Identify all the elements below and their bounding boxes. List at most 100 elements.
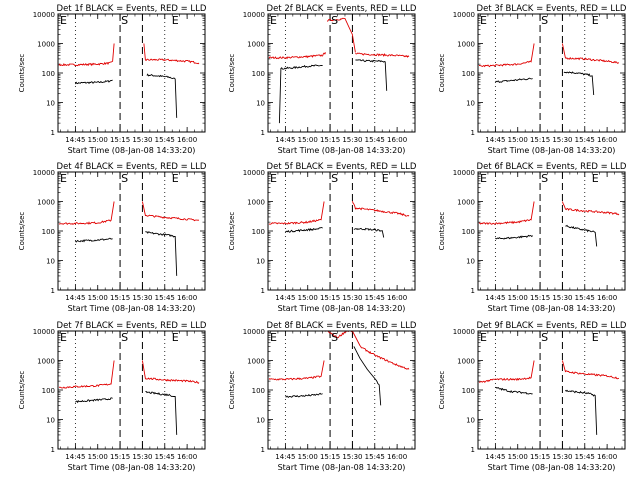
panel-7-y-tick-label: 10	[46, 417, 55, 425]
panel-3-y-tick-label: 10	[466, 100, 475, 108]
panel-8-x-axis-label: Start Time (08-Jan-08 14:33:20)	[278, 463, 406, 472]
panel-4-events-series-line	[145, 231, 178, 276]
panel-1-x-axis-label: Start Time (08-Jan-08 14:33:20)	[68, 146, 196, 155]
panel-8-x-tick-label: 15:00	[298, 453, 318, 461]
panel-6-y-axis-label: Counts/sec	[438, 212, 446, 251]
panel-5-y-tick-label: 1	[261, 287, 265, 295]
panel-3: Det 3f BLACK = Events, RED = LLD Start Ti…	[438, 4, 627, 155]
panel-4-annotation-e: E	[172, 172, 179, 185]
panel-6-annotation-e: E	[592, 172, 599, 185]
panel-1-y-tick-label: 100	[42, 70, 55, 78]
panel-6-x-tick-label: 16:00	[597, 294, 617, 302]
panel-5-lld-series-line	[351, 201, 410, 217]
panel-5-annotation-e: E	[270, 172, 277, 185]
panel-3-x-tick-label: 16:00	[597, 136, 617, 144]
panel-6-y-tick-label: 1	[471, 287, 475, 295]
panel-1-lld-series-line	[58, 43, 115, 67]
panel-1-annotation-s: S	[121, 14, 128, 27]
panel-1-x-tick-label: 14:45	[65, 136, 85, 144]
panel-6-events-series-line	[495, 234, 533, 240]
panel-1-x-tick-label: 15:45	[155, 136, 175, 144]
panel-6-y-tick-label: 100	[462, 228, 475, 236]
panel-9-y-tick-label: 10000	[453, 328, 475, 336]
panel-9: Det 9f BLACK = Events, RED = LLD Start Ti…	[438, 321, 627, 472]
panel-2-y-tick-label: 100	[252, 70, 265, 78]
panel-4-title: Det 4f BLACK = Events, RED = LLD	[57, 162, 207, 172]
panel-3-x-tick-label: 14:45	[485, 136, 505, 144]
panel-5-x-axis-label: Start Time (08-Jan-08 14:33:20)	[278, 304, 406, 313]
panel-5-y-tick-label: 1000	[247, 199, 265, 207]
panel-5-x-tick-label: 15:15	[320, 294, 340, 302]
panel-9-y-axis-label: Counts/sec	[438, 371, 446, 410]
panel-4-y-tick-label: 10000	[33, 169, 55, 177]
panel-2-lld-series-line	[355, 52, 410, 58]
panel-5-events-series-line	[285, 227, 323, 233]
panel-4-x-tick-label: 15:00	[88, 294, 108, 302]
panel-3-x-tick-label: 15:15	[530, 136, 550, 144]
panel-3-lld-series-line	[561, 43, 620, 64]
panel-5-x-tick-label: 15:30	[342, 294, 362, 302]
panel-9-title: Det 9f BLACK = Events, RED = LLD	[477, 321, 627, 331]
panel-9-y-tick-label: 10	[466, 417, 475, 425]
panel-4-y-tick-label: 1000	[37, 199, 55, 207]
panel-1-lld-series-line	[143, 43, 200, 65]
panel-4-y-tick-label: 10	[46, 258, 55, 266]
panel-4-y-tick-label: 1	[51, 287, 55, 295]
panel-4: Det 4f BLACK = Events, RED = LLD Start Ti…	[18, 162, 207, 313]
panel-4-x-tick-label: 15:45	[155, 294, 175, 302]
panel-4-events-series-line	[75, 237, 113, 243]
panel-9-x-tick-label: 15:45	[575, 453, 595, 461]
panel-9-events-series-line	[495, 386, 533, 395]
panel-8-lld-series-line	[324, 330, 353, 339]
panel-9-events-series-line	[565, 389, 598, 435]
panel-5-title: Det 5f BLACK = Events, RED = LLD	[267, 162, 417, 172]
panel-2-x-axis-label: Start Time (08-Jan-08 14:33:20)	[278, 146, 406, 155]
panel-5-lld-series-line	[268, 201, 325, 225]
panel-7-y-axis-label: Counts/sec	[18, 371, 26, 410]
panel-5-x-tick-label: 14:45	[275, 294, 295, 302]
panel-9-x-tick-label: 15:30	[552, 453, 572, 461]
panel-3-y-tick-label: 1000	[457, 41, 475, 49]
panel-8-x-tick-label: 15:15	[320, 453, 340, 461]
panel-9-x-axis-label: Start Time (08-Jan-08 14:33:20)	[488, 463, 616, 472]
panel-3-x-tick-label: 15:30	[552, 136, 572, 144]
panel-6-events-series-line	[565, 224, 598, 247]
panel-7-x-tick-label: 15:45	[155, 453, 175, 461]
panel-4-annotation-s: S	[121, 172, 128, 185]
panel-4-x-tick-label: 14:45	[65, 294, 85, 302]
panel-6-lld-series-line	[478, 201, 535, 226]
panel-8-y-tick-label: 1000	[247, 358, 265, 366]
panel-9-x-tick-label: 15:15	[530, 453, 550, 461]
panel-2-annotation-e: E	[382, 14, 389, 27]
panel-7-annotation-s: S	[121, 331, 128, 344]
panel-7-y-tick-label: 1	[51, 446, 55, 454]
panel-8-x-tick-label: 15:45	[365, 453, 385, 461]
panel-7-events-series-line	[145, 390, 178, 435]
panel-7-lld-series-line	[58, 360, 115, 389]
panel-3-events-series-line	[563, 71, 595, 96]
panel-2-annotation-e: E	[270, 14, 277, 27]
panel-3-plot-frame	[477, 13, 626, 133]
panel-9-x-tick-label: 16:00	[597, 453, 617, 461]
panel-3-y-tick-label: 100	[462, 70, 475, 78]
panel-2-annotation-s: S	[331, 14, 338, 27]
panel-8-x-tick-label: 15:30	[342, 453, 362, 461]
panel-7-x-tick-label: 14:45	[65, 453, 85, 461]
panel-8-events-series-line	[353, 346, 382, 406]
panel-5-x-tick-label: 15:45	[365, 294, 385, 302]
panel-6-x-tick-label: 14:45	[485, 294, 505, 302]
panel-9-x-tick-label: 14:45	[485, 453, 505, 461]
panel-9-annotation-s: S	[541, 331, 548, 344]
panel-7-x-axis-label: Start Time (08-Jan-08 14:33:20)	[68, 463, 196, 472]
panel-7-y-tick-label: 100	[42, 387, 55, 395]
panel-3-annotation-e: E	[592, 14, 599, 27]
panel-6-y-tick-label: 10	[466, 258, 475, 266]
panel-6-x-tick-label: 15:45	[575, 294, 595, 302]
panel-3-annotation-s: S	[541, 14, 548, 27]
panel-3-y-tick-label: 10000	[453, 11, 475, 19]
panel-4-x-axis-label: Start Time (08-Jan-08 14:33:20)	[68, 304, 196, 313]
panel-5-annotation-e: E	[382, 172, 389, 185]
panel-4-lld-series-line	[58, 201, 115, 226]
panel-4-plot-frame	[57, 171, 206, 291]
panel-7-x-tick-label: 16:00	[177, 453, 197, 461]
